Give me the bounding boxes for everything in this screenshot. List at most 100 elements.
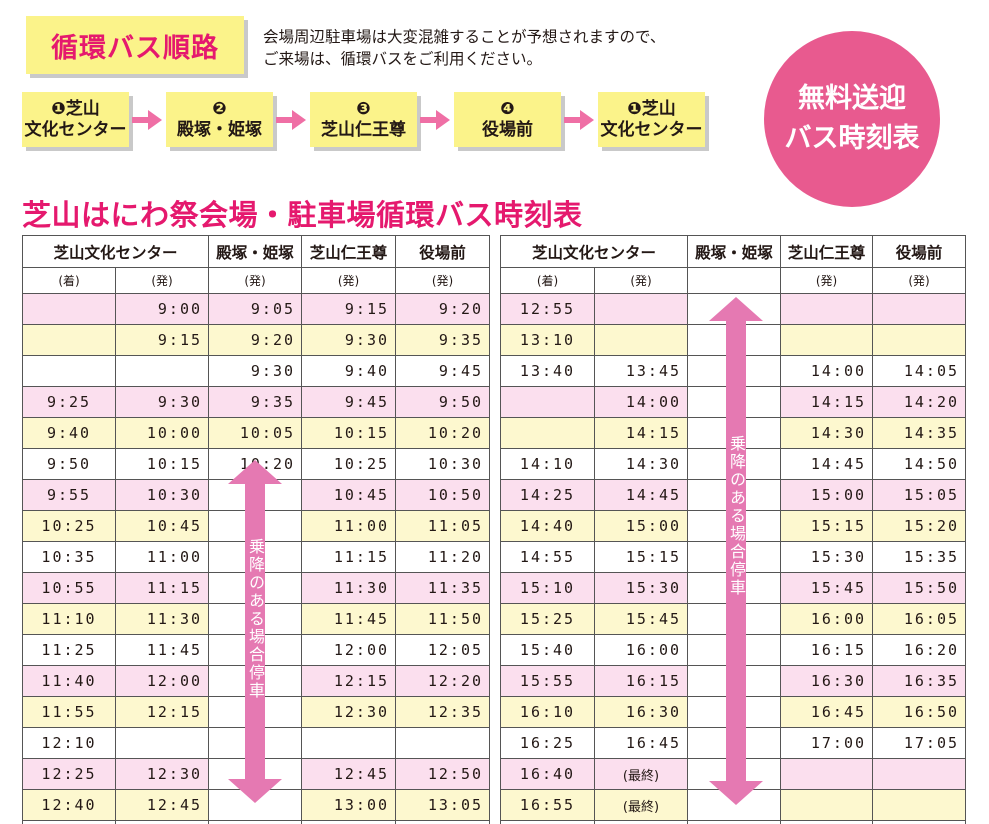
stop-number-icon: ❸ [356,98,371,119]
table-cell-yak: 14:20 [872,386,967,418]
table-row: 10:55 11:15 11:30 11:35 [22,572,491,604]
stop-on-request-arrow-right: 乗降のある場合停車 [709,297,763,805]
table-cell-nio: 15:00 [780,479,874,511]
table-row: 9:55 10:30 10:45 10:50 [22,479,491,511]
table-cell-nio: 15:30 [780,541,874,573]
table-cell-nio: 14:45 [780,448,874,480]
route-arrow-icon [276,110,306,130]
table-cell-arr: 15:25 [500,603,595,635]
sub-depart: (発) [114,267,210,294]
stop-number-icon: ❷ [212,98,227,119]
table-cell-arr: 14:10 [500,448,595,480]
table-cell-nio: 11:00 [301,510,397,542]
table-cell-nio [780,758,874,790]
table-row: 14:40 15:00 15:15 15:20 [500,510,967,542]
table-cell-yak: 13:35 [395,820,491,824]
table-cell-yak: 9:45 [395,355,491,387]
table-cell-nio: 16:15 [780,634,874,666]
table-cell-yak: 14:50 [872,448,967,480]
table-row: 14:10 14:30 14:45 14:50 [500,448,967,480]
table-cell-nio: 10:25 [301,448,397,480]
table-cell-arr [22,820,116,824]
table-cell-nio: 15:45 [780,572,874,604]
table-cell-arr: 9:40 [22,417,116,449]
table-row: 15:40 16:00 16:15 16:20 [500,634,967,666]
table-cell-arr: 12:10 [22,727,116,759]
table-cell-dep: 14:15 [593,417,689,449]
table-cell-yak: 11:20 [395,541,491,573]
table-row: 17:10(最終) [500,820,967,824]
table-cell-arr: 13:40 [500,355,595,387]
table-cell-arr: 11:25 [22,634,116,666]
table-cell-dep: 13:15 [114,820,210,824]
table-cell-dep: 15:30 [593,572,689,604]
table-row: 11:55 12:15 12:30 12:35 [22,696,491,728]
table-cell-nio: 15:15 [780,510,874,542]
stop-number-icon: ❹ [500,98,515,119]
table-row: 14:25 14:45 15:00 15:05 [500,479,967,511]
table-cell-yak [395,727,491,759]
table-cell-yak: 15:50 [872,572,967,604]
table-cell-arr: 17:10 [500,820,595,824]
free-shuttle-badge: 無料送迎 バス時刻表 [764,31,940,207]
table-cell-dep: 15:15 [593,541,689,573]
table-row: 15:25 15:45 16:00 16:05 [500,603,967,635]
stop-name-line1: 芝山 [65,98,100,119]
timetable-right: 芝山文化センター 殿塚・姫塚 芝山仁王尊 役場前 (着) (発) (発) (発)… [499,235,967,824]
table-row: 9:40 10:00 10:05 10:15 10:20 [22,417,491,449]
table-cell-nio: 12:15 [301,665,397,697]
sub-depart: (発) [301,267,397,294]
table-cell-yak: 15:20 [872,510,967,542]
table-row: 9:00 9:05 9:15 9:20 [22,293,491,325]
table-cell-dep: 11:00 [114,541,210,573]
table-cell-yak: 9:20 [395,293,491,325]
stop-name-line1: 役場前 [482,119,533,140]
table-row: 9:30 9:40 9:45 [22,355,491,387]
table-cell-yak: 9:35 [395,324,491,356]
header-yakuba: 役場前 [395,235,491,268]
table-cell-nio [301,727,397,759]
table-cell-nio: 11:30 [301,572,397,604]
table-cell-dep: 12:00 [114,665,210,697]
table-cell-dep [593,324,689,356]
table-cell-dep: (最終) [593,820,689,824]
route-stop-2: ❷ 殿塚・姫塚 [166,92,273,147]
route-arrow-icon [564,110,594,130]
table-cell-arr [500,417,595,449]
table-cell-tono: 9:05 [208,293,303,325]
table-cell-dep: 10:30 [114,479,210,511]
table-cell-yak: 14:35 [872,417,967,449]
table-cell-tono: 9:35 [208,386,303,418]
table-cell-arr [22,324,116,356]
header-tonozuka: 殿塚・姫塚 [208,235,303,268]
table-cell-yak: 17:05 [872,727,967,759]
stop-number-icon: ❶ [627,98,642,119]
table-cell-arr: 16:40 [500,758,595,790]
sub-depart: (発) [395,267,491,294]
route-title: 循環バス順路 [26,16,244,74]
stop-name-line2: 文化センター [600,119,703,140]
table-cell-yak: 11:50 [395,603,491,635]
table-cell-yak [872,789,967,821]
table-cell-nio: 14:00 [780,355,874,387]
table-cell-dep: 9:30 [114,386,210,418]
table-cell-yak: 16:20 [872,634,967,666]
table-cell-yak: 15:35 [872,541,967,573]
table-cell-nio: 12:45 [301,758,397,790]
sub-depart: (発) [780,267,874,294]
header-tonozuka: 殿塚・姫塚 [687,235,782,268]
table-cell-dep [114,727,210,759]
table-cell-dep: 16:00 [593,634,689,666]
table-cell-dep [593,293,689,325]
table-cell-yak: 16:35 [872,665,967,697]
table-cell-arr: 16:55 [500,789,595,821]
table-cell-dep: 14:30 [593,448,689,480]
table-cell-tono: 9:30 [208,355,303,387]
header-nioson: 芝山仁王尊 [780,235,874,268]
table-cell-nio: 10:15 [301,417,397,449]
table-cell-dep: 16:15 [593,665,689,697]
sub-depart: (発) [593,267,689,294]
stop-name-line1: 芝山 [641,98,676,119]
table-cell-arr: 12:55 [500,293,595,325]
table-cell-yak: 13:05 [395,789,491,821]
